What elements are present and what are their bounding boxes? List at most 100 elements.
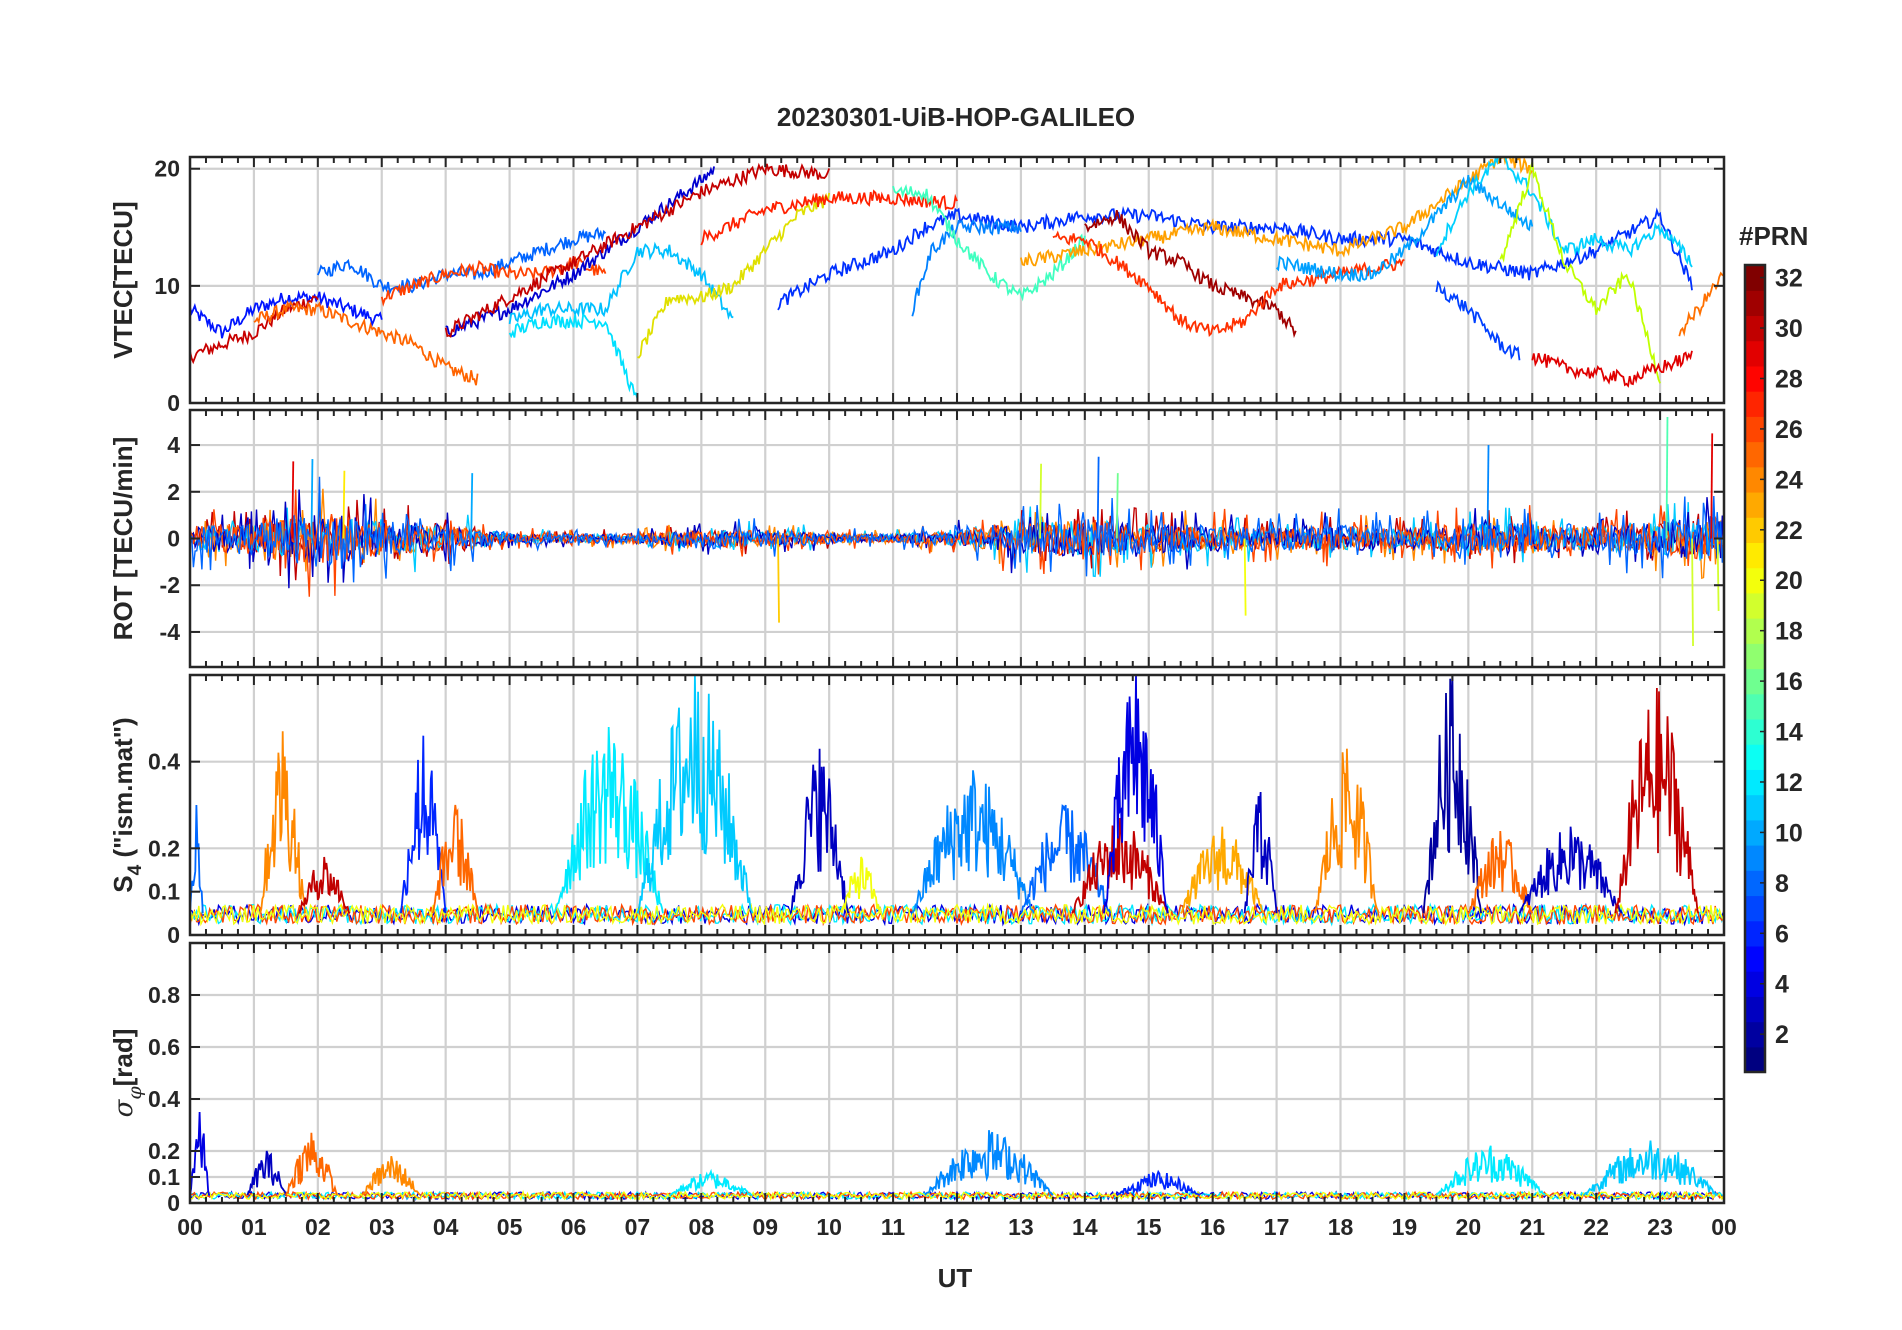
colorbar-tick-label: 22 xyxy=(1775,517,1803,545)
colorbar-swatch xyxy=(1745,265,1765,291)
colorbar-tick-label: 30 xyxy=(1775,315,1803,343)
colorbar-swatch xyxy=(1745,340,1765,367)
rot-spike xyxy=(1691,538,1694,646)
sigma_phi-burst-prn-24 xyxy=(361,1156,421,1196)
colorbar-tick-label: 16 xyxy=(1775,668,1803,696)
sigma_phi-burst-prn-25 xyxy=(285,1132,338,1196)
y-tick-label: 0 xyxy=(167,526,180,552)
sigma_phi-burst-prn-12 xyxy=(668,1168,753,1197)
colorbar-swatch xyxy=(1745,1021,1765,1048)
y-tick-label: 4 xyxy=(167,432,180,458)
rot-spike xyxy=(291,461,295,539)
colorbar-swatch xyxy=(1745,1046,1765,1073)
x-tick-label: 18 xyxy=(1328,1214,1354,1240)
s4-burst-prn-9 xyxy=(911,770,1035,914)
colorbar-swatch xyxy=(1745,794,1765,821)
s4-burst-prn-11 xyxy=(636,675,754,914)
s4-burst-prn-8 xyxy=(1020,804,1112,914)
y-tick-label: 0.6 xyxy=(148,1034,180,1060)
x-axis-label: UT xyxy=(938,1263,973,1293)
y-tick-label: -4 xyxy=(160,619,181,645)
y-axis-label-vtec: VTEC[TECU] xyxy=(108,201,138,358)
s4-burst-prn-30 xyxy=(298,856,351,914)
colorbar-swatch xyxy=(1745,971,1765,997)
x-tick-label: 05 xyxy=(497,1214,523,1240)
vtec-series-prn-29 xyxy=(444,162,831,338)
x-tick-label: 06 xyxy=(561,1214,587,1240)
colorbar-swatch xyxy=(1745,945,1765,972)
s4-burst-prn-4 xyxy=(1103,675,1169,914)
colorbar-swatch xyxy=(1745,491,1765,518)
colorbar-swatch xyxy=(1745,769,1765,796)
colorbar-swatch xyxy=(1745,391,1765,417)
vtec-series-prn-24 xyxy=(253,299,479,386)
x-tick-label: 01 xyxy=(241,1214,267,1240)
y-tick-label: -2 xyxy=(160,572,180,598)
colorbar-tick-label: 14 xyxy=(1775,719,1803,747)
y-tick-label: 0 xyxy=(167,390,180,416)
vtec-series-prn-31 xyxy=(1084,209,1297,339)
y-tick-label: 0.4 xyxy=(148,749,180,775)
vtec-series-prn-2 xyxy=(445,166,715,338)
chart-title: 20230301-UiB-HOP-GALILEO xyxy=(777,102,1135,132)
vtec-series-prn-15 xyxy=(892,183,1086,302)
colorbar-label: #PRN xyxy=(1739,221,1808,251)
colorbar-swatch xyxy=(1745,517,1765,544)
colorbar-swatch xyxy=(1745,744,1765,770)
vtec-series-prn-19 xyxy=(1499,161,1661,384)
x-tick-label: 03 xyxy=(369,1214,395,1240)
sigma_phi-burst-prn-12 xyxy=(1435,1145,1546,1197)
rot-spike xyxy=(1039,463,1042,539)
colorbar-tick-label: 10 xyxy=(1775,819,1803,847)
x-tick-label: 16 xyxy=(1200,1214,1226,1240)
x-tick-label: 00 xyxy=(1711,1214,1737,1240)
rot-spike xyxy=(1665,417,1669,539)
colorbar-swatch xyxy=(1745,567,1765,594)
colorbar-tick-label: 4 xyxy=(1775,971,1789,999)
y-axis-label-rot: ROT [TECU/min] xyxy=(108,437,138,641)
y-tick-label: 0.2 xyxy=(148,1138,180,1164)
x-tick-label: 10 xyxy=(816,1214,842,1240)
x-tick-label: 08 xyxy=(689,1214,715,1240)
colorbar-swatch xyxy=(1745,668,1765,695)
colorbar-tick-label: 28 xyxy=(1775,365,1803,393)
series-group-vtec xyxy=(190,157,1724,399)
colorbar-swatch xyxy=(1745,365,1765,392)
vtec-series-prn-22 xyxy=(1020,157,1534,267)
colorbar-tick-label: 32 xyxy=(1775,265,1803,293)
y-tick-label: 0 xyxy=(167,1190,180,1216)
x-tick-label: 12 xyxy=(944,1214,970,1240)
colorbar-tick-label: 20 xyxy=(1775,567,1803,595)
colorbar-swatch xyxy=(1745,315,1765,342)
s4-burst-prn-30 xyxy=(1614,687,1700,914)
rot-spike xyxy=(342,470,346,539)
y-tick-label: 20 xyxy=(154,156,180,182)
rot-spike xyxy=(470,473,474,539)
colorbar-frame xyxy=(1743,263,1767,1074)
s4-burst-prn-6 xyxy=(400,735,447,914)
x-tick-label: 17 xyxy=(1264,1214,1290,1240)
sigma_phi-burst-prn-3 xyxy=(246,1150,287,1196)
rot-spike xyxy=(777,538,780,623)
s4-burst-prn-30 xyxy=(1071,817,1169,914)
colorbar-swatch xyxy=(1745,542,1765,569)
y-tick-label: 0.8 xyxy=(148,982,180,1008)
colorbar-swatch xyxy=(1745,290,1765,317)
colorbar-tick-label: 26 xyxy=(1775,416,1803,444)
vtec-series-prn-8 xyxy=(316,226,607,296)
x-tick-label: 19 xyxy=(1392,1214,1418,1240)
colorbar-tick-label: 24 xyxy=(1775,466,1803,494)
s4-burst-prn-3 xyxy=(1243,791,1278,914)
x-tick-label: 23 xyxy=(1647,1214,1673,1240)
s4-burst-prn-25 xyxy=(432,804,479,914)
x-tick-label: 02 xyxy=(305,1214,331,1240)
y-tick-label: 0.1 xyxy=(148,879,180,905)
sigma_phi-burst-prn-4 xyxy=(190,1111,211,1196)
colorbar-swatch xyxy=(1745,996,1765,1023)
colorbar-swatch xyxy=(1745,819,1765,846)
y-axis-label-sigma_phi: σφ[rad] xyxy=(108,1029,146,1118)
x-tick-label: 14 xyxy=(1072,1214,1098,1240)
s4-burst-prn-2 xyxy=(1422,675,1482,914)
y-tick-label: 0.4 xyxy=(148,1086,180,1112)
